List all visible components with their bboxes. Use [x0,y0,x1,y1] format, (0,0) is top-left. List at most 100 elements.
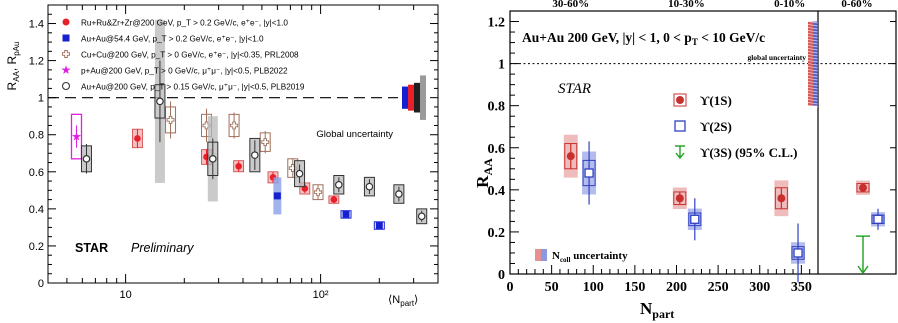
legend-marker-open-circle [61,81,71,91]
right-point-filled-circle [777,194,786,203]
legend-entry-label: Ru+Ru&Zr+Zr@200 GeV, p_T > 0.2 GeV/c, e⁺… [81,19,288,28]
left-point-open-circle [417,212,426,221]
left-y-tick-label: 1.4 [29,19,44,31]
left-point-open-circle [251,151,259,159]
right-y-tick-label: 1.2 [488,16,506,31]
left-y-tick-label: 0.6 [29,167,44,179]
right-global-uncertainty-hatch [807,81,819,84]
left-point-open-circle [156,97,164,106]
left-point-open-circle [295,169,304,178]
legend-marker-star: ★ [61,63,72,77]
left-global-uncertainty [402,75,426,120]
right-global-uncertainty-hatch [807,69,819,72]
right-global-uncertainty-hatch [807,96,819,99]
right-point-open-square [584,168,594,178]
left-experiment-label: STAR [75,241,108,255]
left-point-star: ★ [71,130,82,144]
right-global-uncertainty-label: global uncertainty [747,53,806,62]
right-global-uncertainty-hatch [807,39,819,42]
left-y-tick-label: 0.4 [29,204,44,216]
left-y-tick-label: 0.2 [29,241,44,253]
right-point-open-square [690,214,700,224]
right-x-tick-label: 100 [583,280,604,295]
left-point-open-cross [261,138,270,147]
right-x-tick-label: 150 [624,280,645,295]
left-sys-box [373,221,385,230]
right-y-axis-label: RAA [473,158,495,188]
right-legend-marker-filled-circle [676,96,684,104]
right-global-uncertainty-hatch [807,90,819,93]
right-global-uncertainty-hatch [807,60,819,63]
right-point-filled-circle [675,194,684,203]
right-global-uncertainty-hatch [807,21,819,24]
left-y-axis-label: RAA, RpAu [5,42,21,91]
right-global-uncertainty-hatch [807,84,819,87]
right-global-uncertainty-hatch [807,105,819,108]
right-y-tick-label: 1 [498,58,505,73]
left-point-open-circle [335,180,343,189]
left-point-open-circle [395,190,403,198]
right-x-tick-label: 0 [507,280,514,295]
right-legend: ϒ(1S) ϒ(2S) ϒ(3S) (95% C.L.) Ncoll uncertai… [535,93,798,264]
left-sys-box [363,176,375,197]
right-global-uncertainty-hatch [807,57,819,60]
right-global-uncertainty-hatch [807,72,819,75]
legend-entry-label: Cu+Cu@200 GeV, p_T > 0 GeV/c, e⁺e⁻, |y|<… [81,51,299,60]
right-data-marks [563,134,885,283]
left-sys-box [340,210,352,219]
left-point-filled-circle [235,162,242,170]
left-y-tick-label: 0.8 [29,130,44,142]
left-x-tick-label: 10² [313,289,329,301]
right-point-open-square [873,214,883,224]
left-global-uncertainty-box [402,86,408,109]
right-y-tick-label: 0.8 [488,100,506,115]
left-y-tick-label: 0 [38,278,44,290]
right-centrality-label: 0-10% [774,0,805,10]
left-global-uncertainty-box [414,82,420,113]
right-x-tick-label: 300 [749,280,770,295]
left-sys-box [249,137,261,173]
left-sys-box [70,113,83,160]
right-centrality-label: 30-60% [552,0,589,10]
left-point-filled-circle [134,135,141,142]
right-x-tick-label: 250 [708,280,729,295]
left-sys-box [294,160,306,188]
left-sys-box [393,184,405,204]
legend-entry-label: Au+Au@200 GeV, p_T > 0.15 GeV/c, μ⁺μ⁻, |… [81,83,305,92]
right-global-uncertainty-hatch [807,36,819,39]
right-global-uncertainty-hatch [807,45,819,48]
right-ncoll-legend-blue [541,249,547,261]
left-x-tick-label: 10 [119,289,131,301]
left-status-label: Preliminary [131,241,194,255]
left-point-filled-square [273,192,281,200]
left-point-open-cross [166,115,175,124]
right-global-uncertainty-hatch [807,27,819,30]
right-x-tick-label: 200 [666,280,687,295]
legend-marker-open-cross [62,50,70,58]
left-axes: 0 0.2 0.4 0.6 0.8 1 1.2 1.4 10 10² [29,5,439,301]
right-point-filled-circle [566,152,575,161]
left-point-open-cross [314,188,322,197]
right-global-uncertainty-hatch [807,93,819,96]
left-global-uncertainty-box [408,84,414,111]
right-experiment-label: STAR [558,81,591,97]
left-point-filled-square [375,222,383,230]
left-sys-box [416,208,428,225]
left-plot-frame [47,4,439,284]
right-global-uncertainty-hatch [807,75,819,78]
right-global-uncertainty-hatch [807,48,819,51]
left-point-open-circle [365,182,374,191]
right-global-uncertainty-hatch [807,99,819,102]
right-global-uncertainty-hatch [807,63,819,66]
legend-marker-filled-square [62,34,70,42]
legend-entry-label: Au+Au@54.4 GeV, p_T > 0.2 GeV/c, e⁺e⁻, |… [81,35,264,44]
right-legend-marker-open-square [674,120,686,132]
right-global-uncertainty-hatch [807,33,819,36]
left-global-uncertainty-label: Global uncertainty [316,129,393,140]
left-point-open-cross [230,121,239,130]
right-legend-entry-label: ϒ(2S) [700,119,732,134]
right-x-tick-label: 50 [545,280,559,295]
right-global-uncertainty-hatch [807,102,819,105]
left-point-filled-square [342,210,350,218]
